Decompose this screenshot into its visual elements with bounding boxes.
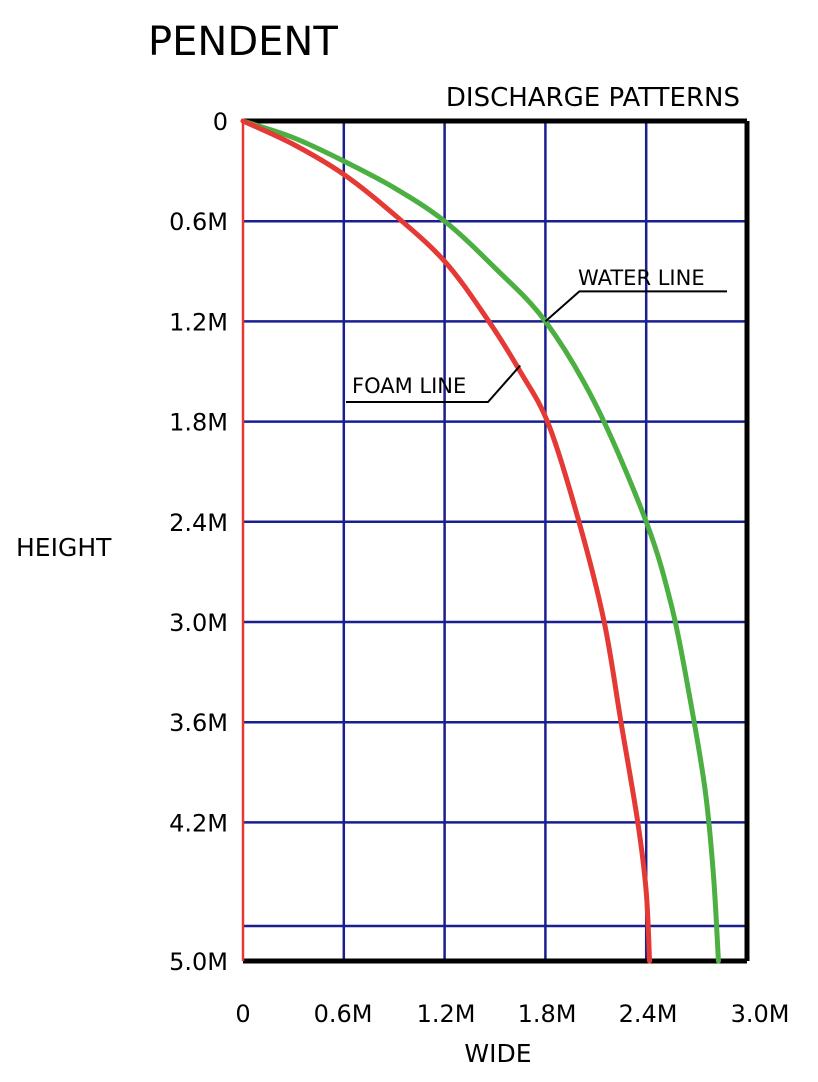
- x-tick-label: 0.6M: [314, 1000, 373, 1028]
- y-tick-label: 0.6M: [169, 208, 228, 236]
- series-line-foam: [240, 118, 653, 964]
- foam-line-label: FOAM LINE: [352, 374, 466, 398]
- chart-subtitle: DISCHARGE PATTERNS: [446, 83, 740, 113]
- x-tick-label: 3.0M: [731, 1000, 790, 1028]
- x-tick-label: 1.2M: [417, 1000, 476, 1028]
- water-line-leader: [544, 290, 727, 323]
- y-tick-label: 0: [213, 108, 228, 136]
- foam-line-leader: [346, 364, 521, 403]
- y-tick-label: 1.8M: [169, 409, 228, 437]
- y-tick-labels: 0 0.6M 1.2M 1.8M 2.4M 3.0M 3.6M 4.2M 5.0M: [169, 108, 228, 976]
- x-tick-label: 2.4M: [619, 1000, 678, 1028]
- y-tick-label: 5.0M: [169, 948, 228, 976]
- x-axis-label: WIDE: [464, 1039, 531, 1068]
- y-tick-label: 3.0M: [169, 609, 228, 637]
- x-tick-label: 0: [235, 1000, 250, 1028]
- y-tick-label: 1.2M: [169, 308, 228, 336]
- water-line-label: WATER LINE: [578, 266, 705, 290]
- annotations: WATER LINE FOAM LINE: [346, 266, 727, 403]
- plot-frame: [241, 118, 750, 964]
- y-tick-label: 2.4M: [169, 509, 228, 537]
- y-tick-label: 3.6M: [169, 709, 228, 737]
- y-axis-label: HEIGHT: [16, 533, 112, 562]
- x-tick-label: 1.8M: [518, 1000, 577, 1028]
- x-tick-labels: 0 0.6M 1.2M 1.8M 2.4M 3.0M: [235, 1000, 789, 1028]
- y-tick-label: 4.2M: [169, 809, 228, 837]
- series-line-water: [240, 118, 721, 964]
- grid: [243, 121, 747, 961]
- chart-title: PENDENT: [148, 19, 338, 65]
- series-group: [240, 118, 721, 964]
